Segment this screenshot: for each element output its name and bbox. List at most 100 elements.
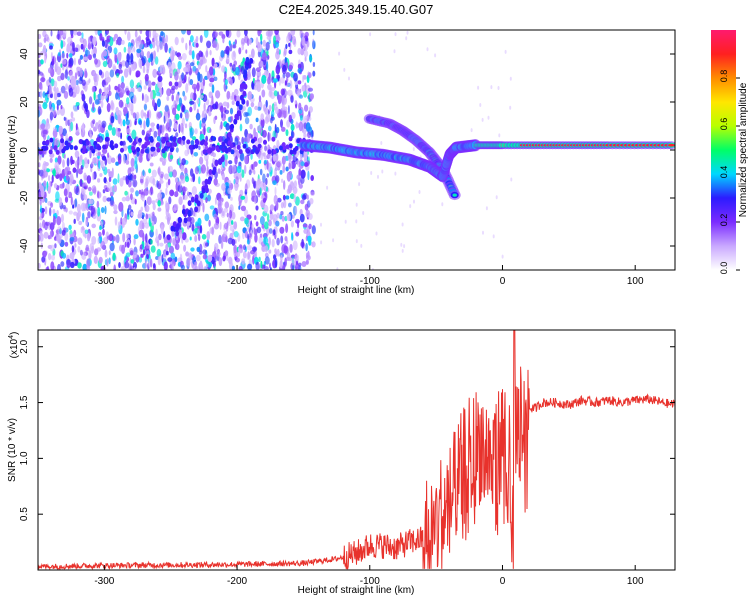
noise-speck [301, 194, 307, 201]
noise-speck [149, 176, 155, 184]
noise-speck [77, 210, 82, 218]
noise-speck [186, 220, 191, 227]
noise-speck [70, 75, 76, 86]
noise-speck [53, 138, 58, 148]
noise-speck [269, 262, 271, 269]
noise-speck [282, 164, 286, 174]
band-blob [132, 140, 137, 146]
noise-speck [52, 128, 58, 138]
noise-speck [263, 183, 267, 191]
noise-speck [114, 54, 118, 64]
noise-speck [264, 116, 269, 125]
noise-speck [153, 263, 156, 269]
noise-speck [304, 203, 309, 211]
noise-speck [98, 69, 103, 76]
noise-speck [97, 178, 101, 183]
band-blob [245, 148, 250, 153]
noise-speck [209, 205, 215, 210]
noise-speck [275, 220, 280, 227]
noise-speck [68, 210, 73, 215]
noise-speck [153, 130, 158, 138]
noise-speck [145, 213, 149, 220]
noise-speck [288, 162, 291, 170]
noise-speck [192, 229, 197, 235]
noise-speck [59, 30, 64, 36]
noise-speck [126, 233, 129, 240]
noise-speck [160, 224, 164, 235]
noise-speck [67, 63, 72, 68]
band-blob [149, 136, 154, 141]
noise-speck [197, 62, 202, 70]
noise-speck [191, 186, 197, 196]
noise-speck [293, 193, 297, 203]
noise-speck [203, 30, 209, 38]
noise-speck [82, 38, 87, 49]
noise-speck [133, 267, 136, 270]
noise-speck [260, 118, 265, 127]
noise-speck [56, 99, 62, 106]
noise-speck [266, 173, 270, 178]
y-tick-label: -20 [19, 190, 30, 205]
noise-speck [150, 258, 153, 268]
noise-speck [146, 196, 152, 206]
noise-speck [135, 111, 140, 120]
noise-speck [59, 228, 62, 235]
noise-speck [102, 228, 105, 236]
noise-speck [188, 121, 192, 129]
noise-speck [64, 196, 69, 203]
noise-speck [72, 30, 78, 36]
noise-speck [168, 245, 174, 254]
noise-speck [41, 198, 44, 203]
band-blob [55, 149, 60, 155]
noise-speck [86, 265, 91, 270]
noise-speck [68, 87, 74, 97]
noise-speck [61, 213, 64, 223]
noise-speck [97, 237, 100, 245]
noise-speck [169, 154, 174, 160]
snr-x-ticks: -300 -200 -100 0 100 [94, 565, 644, 587]
noise-speck [145, 233, 148, 243]
noise-speck [218, 234, 222, 244]
noise-speck [142, 249, 146, 256]
noise-speck [273, 254, 276, 260]
noise-speck [93, 255, 98, 264]
noise-speck [309, 198, 314, 205]
band-blob [186, 139, 191, 145]
band-blob [97, 145, 102, 151]
noise-speck [241, 44, 244, 51]
noise-speck [125, 159, 130, 165]
noise-speck [102, 195, 107, 203]
noise-speck [172, 169, 177, 178]
noise-speck [177, 81, 182, 88]
noise-speck [196, 53, 201, 61]
noise-speck [281, 95, 285, 105]
noise-speck [311, 225, 316, 235]
noise-speck [208, 111, 212, 117]
noise-speck [185, 112, 190, 119]
noise-speck [152, 68, 158, 78]
noise-speck [115, 161, 119, 166]
noise-speck [180, 165, 185, 172]
noise-speck [286, 35, 290, 43]
noise-speck [262, 39, 266, 47]
noise-speck [312, 30, 315, 36]
noise-speck [150, 239, 153, 245]
noise-speck [116, 36, 122, 46]
spectrogram-y-label: Frequency (Hz) [7, 116, 18, 185]
noise-speck [165, 187, 168, 196]
noise-speck [481, 117, 484, 122]
noise-speck [266, 61, 269, 71]
noise-speck [304, 115, 308, 121]
noise-speck [304, 31, 309, 38]
noise-speck [175, 113, 180, 120]
noise-speck [109, 200, 115, 207]
noise-speck [381, 169, 384, 174]
noise-speck [107, 168, 111, 174]
noise-speck [48, 101, 52, 110]
noise-speck [304, 150, 308, 160]
noise-speck [310, 175, 315, 181]
noise-speck [60, 105, 63, 110]
noise-speck [185, 251, 190, 257]
noise-speck [312, 40, 316, 50]
noise-speck [60, 39, 64, 49]
